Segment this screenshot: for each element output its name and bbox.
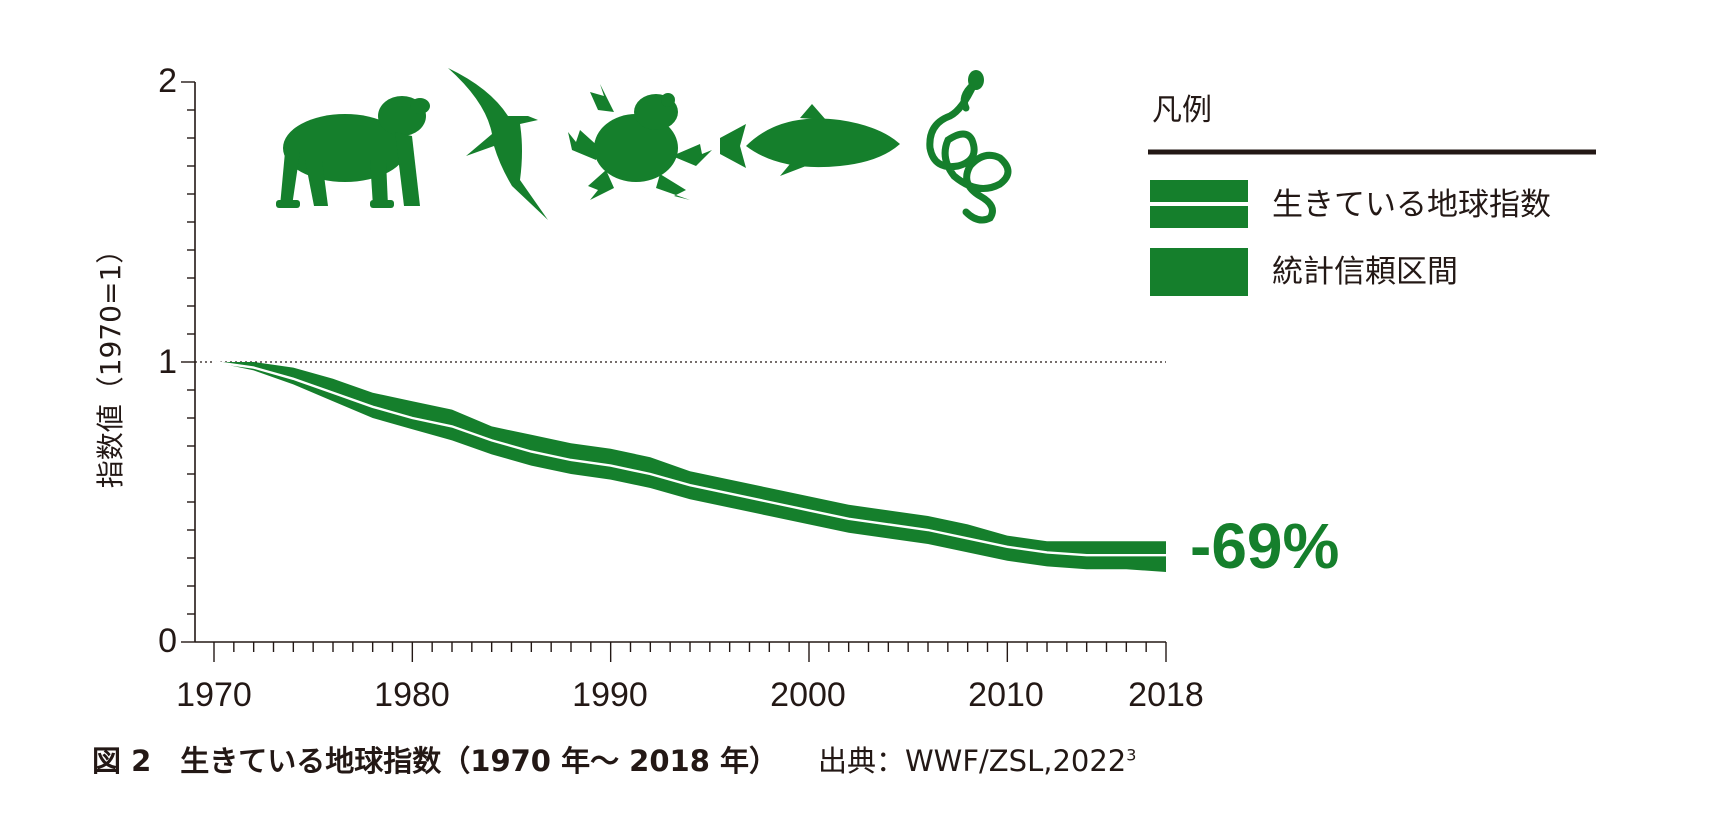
- snake-icon: [926, 70, 1012, 224]
- x-tick-label-2018: 2018: [1128, 676, 1204, 714]
- x-tick-label-1970: 1970: [176, 676, 252, 714]
- gorilla-icon: [276, 96, 430, 208]
- legend-title: 凡例: [1152, 93, 1212, 128]
- figure-caption: 図 2 生きている地球指数（1970 年〜 2018 年） 出典：WWF/ZSL,…: [92, 738, 1592, 788]
- y-axis-ticks: [181, 81, 195, 643]
- x-tick-label-2000: 2000: [770, 676, 846, 714]
- caption-source-footnote: 3: [1126, 745, 1137, 765]
- legend-item-ci: 統計信頼区間: [1150, 248, 1458, 296]
- confidence-interval-band: [214, 362, 1166, 572]
- living-planet-index-line: [213, 360, 1166, 557]
- x-tick-label-1990: 1990: [572, 676, 648, 714]
- legend-label-ci: 統計信頼区間: [1272, 254, 1458, 290]
- legend-swatch-ci: [1150, 248, 1248, 296]
- y-tick-label-2: 2: [158, 62, 177, 100]
- x-axis-ticks: [213, 642, 1167, 662]
- y-axis-label: 指数値（1970=1）: [94, 236, 127, 489]
- bird-icon: [448, 68, 548, 220]
- x-tick-label-2010: 2010: [968, 676, 1044, 714]
- caption-title: 図 2 生きている地球指数（1970 年〜 2018 年）: [92, 744, 778, 778]
- y-tick-label-0: 0: [158, 622, 177, 660]
- x-tick-label-1980: 1980: [374, 676, 450, 714]
- legend-item-index: 生きている地球指数: [1150, 180, 1551, 228]
- legend-label-index: 生きている地球指数: [1272, 187, 1551, 223]
- y-tick-label-1: 1: [158, 343, 177, 381]
- fish-icon: [720, 104, 900, 176]
- decline-callout: -69%: [1190, 510, 1339, 582]
- frog-icon: [568, 84, 712, 200]
- legend: 凡例 生きている地球指数 統計信頼区間: [1148, 93, 1596, 296]
- caption-source: 出典：WWF/ZSL,2022: [818, 744, 1127, 778]
